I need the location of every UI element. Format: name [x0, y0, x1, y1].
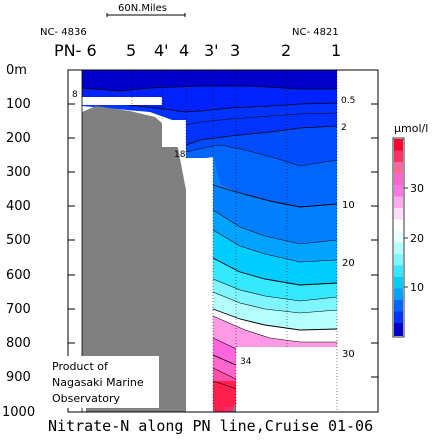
depth-tick-100: 100 — [6, 97, 31, 112]
colorbar-unit-label: μmol/l — [394, 122, 428, 135]
colorbar-swatch-8 — [394, 219, 403, 231]
colorbar-swatch-10 — [394, 242, 403, 254]
credit-line-1: Product of — [52, 360, 109, 373]
station-id-left: NC- 4836 — [40, 27, 87, 38]
band-blue-6 — [213, 210, 337, 262]
depth-tick-800: 800 — [6, 336, 31, 351]
contour-label-0-5: 0.5 — [341, 96, 355, 106]
contour-label-8: 8 — [72, 90, 78, 100]
colorbar-swatch-14 — [394, 288, 403, 300]
bathymetry — [82, 97, 337, 412]
station-label-2: 2 — [281, 41, 291, 60]
band-cyan-1 — [213, 230, 337, 285]
depth-tick-700: 700 — [6, 302, 31, 317]
band-cyan-2 — [213, 258, 337, 301]
contour-line-1 — [81, 85, 337, 92]
colorbar-swatch-5 — [394, 185, 403, 197]
colorbar-swatch-11 — [394, 254, 403, 266]
contour-line-8 — [212, 229, 338, 263]
mask-bottom-right-blank — [236, 347, 337, 412]
contour-line-7 — [212, 209, 338, 245]
colorbar-label-30: 30 — [410, 182, 424, 195]
colorbar-swatch-16 — [394, 311, 403, 323]
colorbar-swatch-2 — [394, 150, 403, 162]
contour-label-30: 30 — [342, 349, 355, 360]
depth-tick-1000: 1000 — [2, 405, 35, 420]
contour-line-6 — [212, 184, 338, 208]
band-blue-5 — [213, 157, 337, 244]
mask-upper-white-block — [162, 120, 186, 147]
contour-label-10: 10 — [342, 200, 355, 211]
band-deep-blue — [82, 70, 337, 91]
station-label-3prime: 3' — [204, 41, 219, 60]
colorbar-swatch-13 — [394, 277, 403, 289]
colorbar-swatch-7 — [394, 208, 403, 220]
station-label-pn6: PN- 6 — [54, 41, 97, 60]
station-label-4prime: 4' — [154, 41, 169, 60]
contour-line-13 — [212, 315, 337, 343]
colorbar-swatch-17 — [394, 323, 403, 336]
colorbar-label-20: 20 — [410, 232, 424, 245]
contour-line-10 — [212, 278, 338, 302]
top-header: 60N.Miles NC- 4836 NC- 4821 PN- 6 5 4' 4… — [40, 3, 341, 60]
contour-label-18: 18 — [174, 150, 186, 160]
colorbar-swatch-1 — [394, 139, 403, 151]
depth-tick-600: 600 — [6, 268, 31, 283]
contour-label-20: 20 — [342, 258, 355, 269]
mask-white-step-2 — [186, 218, 213, 412]
station-label-4: 4 — [179, 41, 189, 60]
band-cyan-3 — [213, 279, 337, 313]
contour-line-3 — [185, 112, 338, 126]
station-label-3: 3 — [230, 41, 240, 60]
depth-tick-200: 200 — [6, 131, 31, 146]
station-label-1: 1 — [331, 41, 341, 60]
band-cyan-4 — [213, 292, 337, 330]
colorbar: μmol/l 30 20 10 — [392, 122, 428, 338]
station-id-right: NC- 4821 — [292, 27, 339, 38]
mask-white-step — [186, 158, 213, 218]
credit-line-2: Nagasaki Marine — [52, 376, 144, 389]
contour-label-34: 34 — [240, 357, 252, 367]
contour-line-4 — [185, 125, 338, 146]
band-white — [213, 309, 337, 342]
colorbar-label-10: 10 — [410, 281, 424, 294]
depth-tick-300: 300 — [6, 165, 31, 180]
colorbar-swatch-4 — [394, 173, 403, 185]
band-blue-3 — [186, 126, 337, 166]
station-label-5: 5 — [126, 41, 136, 60]
contour-line-12 — [212, 308, 338, 331]
credit-box: Product of Nagasaki Marine Observatory — [46, 356, 159, 408]
depth-tick-0: 0m — [6, 63, 27, 78]
band-top-red-right — [213, 381, 236, 412]
contour-label-2: 2 — [341, 123, 347, 133]
colorbar-swatch-9 — [394, 231, 403, 243]
contour-line-9 — [212, 257, 338, 286]
station-lines — [81, 70, 338, 412]
colorbar-swatch-15 — [394, 300, 403, 312]
scale-label: 60N.Miles — [118, 3, 167, 14]
credit-box-frame — [46, 356, 159, 408]
depth-tick-900: 900 — [6, 370, 31, 385]
depth-tick-400: 400 — [6, 199, 31, 214]
credit-line-3: Observatory — [52, 392, 120, 405]
mask-upper-white-strip — [82, 97, 162, 105]
chart-title: Nitrate-N along PN line,Cruise 01-06 — [48, 417, 373, 435]
plot-frame — [67, 69, 379, 413]
depth-axis: 0m 100 200 300 400 500 600 700 800 900 1… — [2, 63, 379, 420]
contour-label-layer: 8 0.5 2 18 10 20 34 30 — [72, 90, 355, 367]
contour-lines — [81, 85, 338, 407]
colorbar-swatch-12 — [394, 265, 403, 277]
band-blue-4 — [186, 145, 337, 207]
colorbar-swatch-3 — [394, 162, 403, 174]
depth-tick-500: 500 — [6, 233, 31, 248]
contour-line-2 — [82, 102, 338, 113]
colorbar-swatch-6 — [394, 196, 403, 208]
band-blue-2 — [82, 103, 337, 145]
contour-line-5 — [185, 144, 338, 167]
seafloor-left-slope — [82, 106, 214, 412]
contour-line-11 — [212, 291, 338, 314]
